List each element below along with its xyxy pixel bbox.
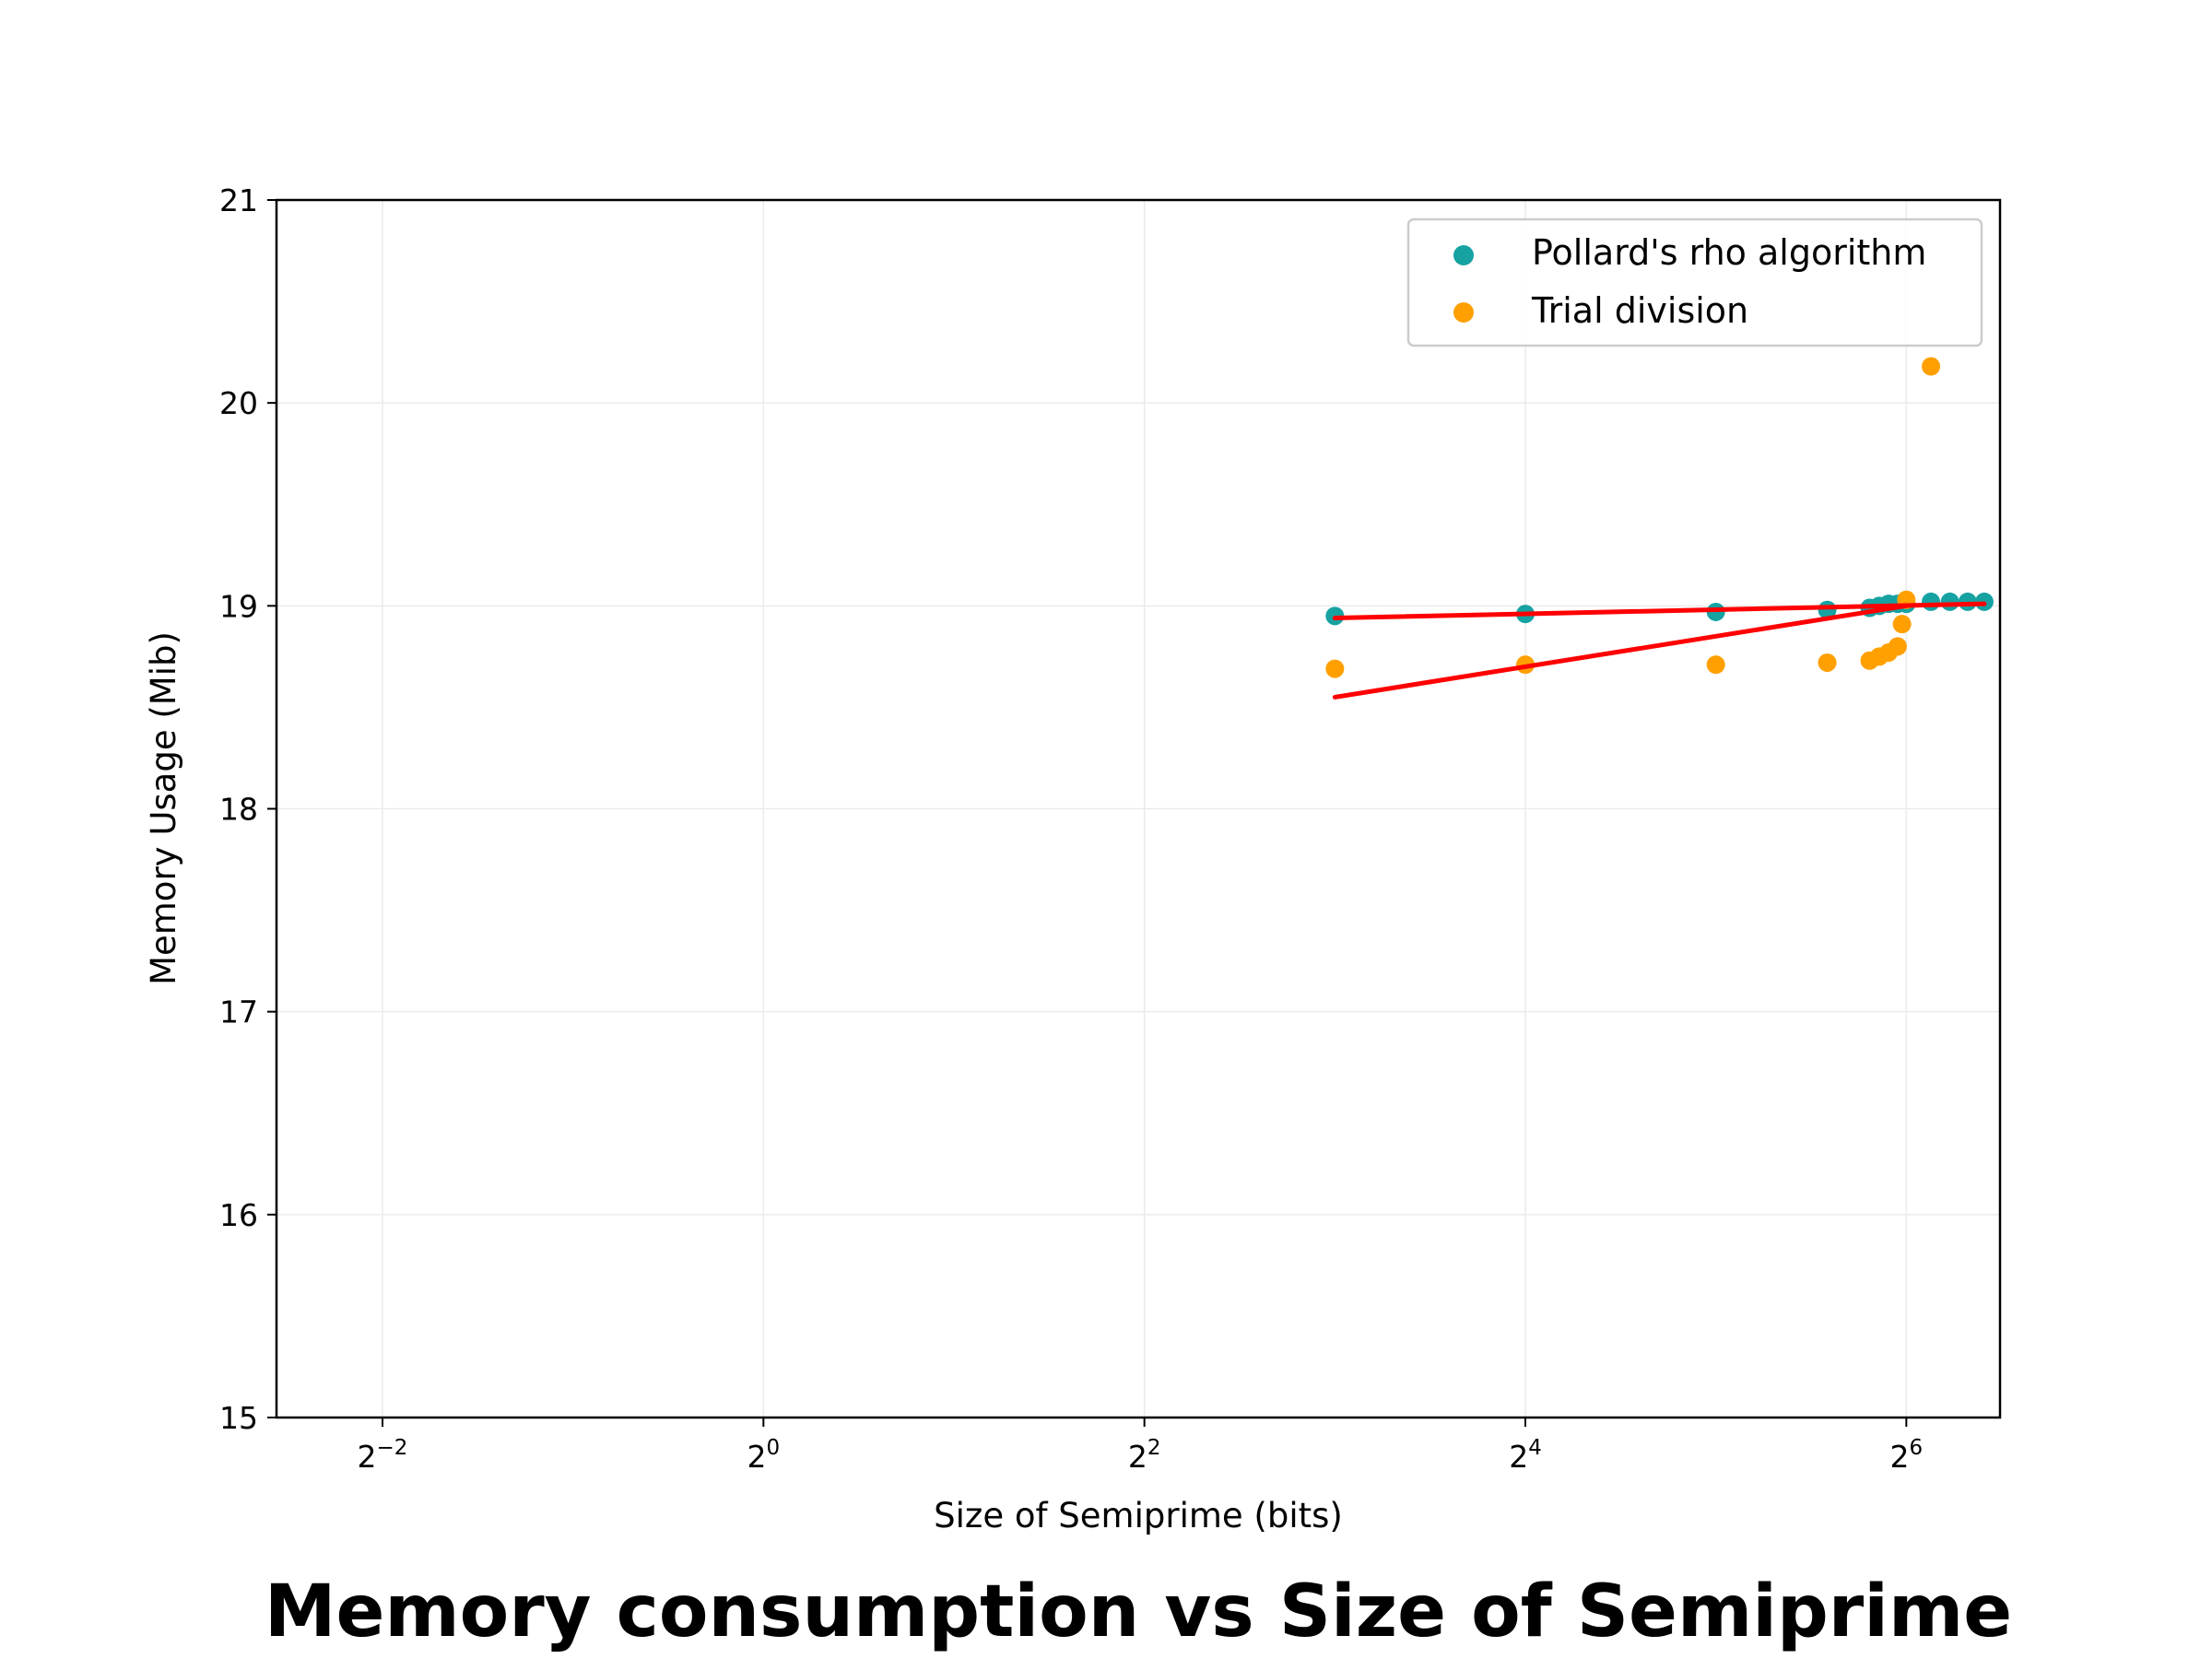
y-tick-label: 20 [219, 385, 258, 421]
legend-marker-pollards-rho [1453, 245, 1474, 265]
y-tick-label: 19 [219, 588, 258, 624]
x-tick-exponent: 0 [767, 1436, 781, 1460]
point-trial-division [1706, 655, 1725, 675]
y-tick-label: 15 [219, 1400, 258, 1436]
x-tick-base: 2 [1128, 1439, 1147, 1475]
x-tick-base: 2 [358, 1439, 377, 1475]
x-axis-ticks: 2−2 20 22 24 26 [358, 1418, 1924, 1475]
y-tick-label: 16 [219, 1197, 258, 1233]
data-points [1325, 357, 1994, 678]
legend-label-pollards-rho: Pollard's rho algorithm [1532, 232, 1926, 273]
point-trial-division [1818, 653, 1837, 672]
y-axis-label: Memory Usage (Mib) [144, 631, 183, 985]
legend: Pollard's rho algorithm Trial division [1406, 218, 1983, 347]
x-tick-base: 2 [1890, 1439, 1910, 1475]
trend-line-2 [1332, 603, 1909, 700]
y-tick-label: 21 [219, 182, 258, 218]
point-pollard-s-rho-algorithm [1940, 592, 1959, 611]
y-tick-label: 17 [219, 994, 258, 1030]
point-trial-division [1922, 357, 1941, 376]
x-tick-base: 2 [747, 1439, 767, 1475]
grid-lines [276, 199, 2000, 1418]
x-tick-label: 24 [1509, 1436, 1542, 1475]
legend-marker-trial-division [1453, 302, 1474, 323]
x-tick-exponent: 6 [1910, 1436, 1924, 1460]
x-tick-exponent: −2 [377, 1436, 408, 1460]
x-axis-label: Size of Semiprime (bits) [934, 1496, 1343, 1535]
trend-line-1 [1332, 601, 1987, 621]
x-tick-label: 2−2 [358, 1436, 408, 1475]
x-tick-label: 22 [1128, 1436, 1161, 1475]
point-trial-division [1325, 659, 1345, 678]
legend-label-trial-division: Trial division [1531, 290, 1748, 331]
x-tick-exponent: 2 [1147, 1436, 1161, 1460]
x-tick-label: 26 [1890, 1436, 1924, 1475]
y-axis-ticks: 15 16 17 18 19 20 21 [219, 182, 276, 1436]
point-pollard-s-rho-algorithm [1922, 592, 1941, 611]
trend-lines [1332, 601, 1987, 700]
series-trial-division [1325, 357, 1941, 678]
x-tick-exponent: 4 [1528, 1436, 1542, 1460]
chart-title: Memory consumption vs Size of Semiprime [265, 1571, 2012, 1653]
x-tick-base: 2 [1509, 1439, 1528, 1475]
point-trial-division [1888, 637, 1907, 656]
x-tick-label: 20 [747, 1436, 781, 1475]
y-tick-label: 18 [219, 792, 258, 828]
point-trial-division [1892, 615, 1912, 634]
legend-box [1406, 218, 1983, 347]
